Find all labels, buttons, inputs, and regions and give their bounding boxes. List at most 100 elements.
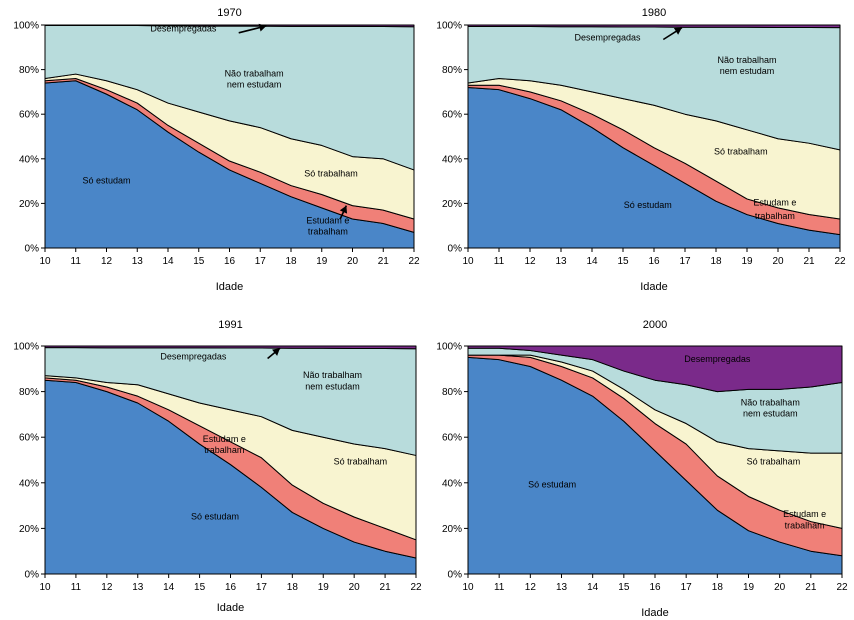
x-tick-label: 11 bbox=[494, 256, 505, 267]
annotation-label: nem estudam bbox=[720, 66, 775, 76]
annotation-label: Estudam e bbox=[203, 434, 246, 444]
annotation-arrowhead bbox=[673, 27, 682, 35]
y-tick-label: 100% bbox=[13, 21, 39, 32]
annotation-label: Não trabalham bbox=[717, 55, 776, 65]
x-tick-label: 10 bbox=[462, 582, 474, 593]
x-tick-label: 22 bbox=[834, 256, 846, 267]
x-tick-label: 13 bbox=[132, 582, 144, 593]
y-tick-label: 40% bbox=[442, 478, 462, 489]
x-axis-label: Idade bbox=[641, 607, 669, 619]
x-axis-label: Idade bbox=[217, 602, 245, 614]
x-tick-label: 14 bbox=[163, 582, 175, 593]
y-tick-label: 20% bbox=[19, 199, 39, 210]
y-tick-label: 80% bbox=[19, 387, 39, 398]
y-tick-label: 0% bbox=[448, 570, 463, 581]
annotation-label: Estudam e bbox=[306, 215, 349, 225]
annotation-label: nem estudam bbox=[227, 79, 282, 89]
x-tick-label: 19 bbox=[316, 256, 328, 267]
y-tick-label: 100% bbox=[436, 21, 462, 32]
annotation-label: Só estudam bbox=[528, 479, 576, 489]
chart-title: 1991 bbox=[218, 319, 242, 331]
y-tick-label: 40% bbox=[442, 154, 462, 165]
x-axis-label: Idade bbox=[640, 281, 668, 293]
x-tick-label: 16 bbox=[649, 582, 661, 593]
x-tick-label: 17 bbox=[256, 582, 268, 593]
x-tick-label: 22 bbox=[408, 256, 420, 267]
y-tick-label: 80% bbox=[19, 65, 39, 76]
annotation-label: Só trabalham bbox=[714, 146, 768, 156]
x-tick-label: 14 bbox=[586, 256, 598, 267]
chart-title: 1980 bbox=[642, 7, 666, 19]
x-tick-label: 13 bbox=[555, 256, 567, 267]
y-tick-label: 60% bbox=[442, 433, 462, 444]
x-tick-label: 15 bbox=[193, 256, 205, 267]
x-tick-label: 16 bbox=[224, 256, 236, 267]
y-tick-label: 60% bbox=[19, 433, 39, 444]
area-desempregadas bbox=[44, 345, 417, 350]
annotation-arrowhead bbox=[339, 205, 348, 214]
annotation-label: Só trabalham bbox=[747, 457, 801, 467]
annotation-arrowhead bbox=[272, 348, 280, 356]
x-tick-label: 14 bbox=[587, 582, 599, 593]
annotation-label: Desempregadas bbox=[160, 352, 227, 362]
annotation-label: Não trabalham bbox=[741, 397, 800, 407]
x-tick-label: 17 bbox=[681, 582, 693, 593]
x-tick-label: 19 bbox=[318, 582, 330, 593]
annotation-label: Só trabalham bbox=[334, 457, 388, 467]
annotation-label: Não trabalham bbox=[303, 370, 362, 380]
y-tick-label: 80% bbox=[442, 65, 462, 76]
y-tick-label: 40% bbox=[19, 478, 39, 489]
x-tick-label: 12 bbox=[101, 582, 113, 593]
annotation-label: trabalham bbox=[785, 520, 825, 530]
y-tick-label: 0% bbox=[25, 570, 40, 581]
annotation-label: trabalham bbox=[204, 445, 244, 455]
annotation-label: Só estudam bbox=[191, 511, 239, 521]
x-tick-label: 11 bbox=[71, 582, 82, 593]
x-tick-label: 15 bbox=[618, 582, 630, 593]
area-desempregadas bbox=[467, 24, 841, 29]
annotation-arrowhead bbox=[258, 23, 267, 32]
y-tick-label: 20% bbox=[442, 199, 462, 210]
y-tick-label: 100% bbox=[13, 342, 39, 353]
x-tick-label: 14 bbox=[162, 256, 174, 267]
y-tick-label: 100% bbox=[436, 342, 462, 353]
y-tick-label: 20% bbox=[442, 524, 462, 535]
x-tick-label: 22 bbox=[836, 582, 848, 593]
x-tick-label: 10 bbox=[462, 256, 474, 267]
x-tick-label: 19 bbox=[741, 256, 753, 267]
chart-title: 2000 bbox=[643, 319, 667, 331]
x-tick-label: 18 bbox=[712, 582, 724, 593]
x-tick-label: 20 bbox=[347, 256, 359, 267]
chart-title: 1970 bbox=[217, 7, 241, 19]
x-tick-label: 18 bbox=[287, 582, 299, 593]
x-tick-label: 16 bbox=[648, 256, 660, 267]
y-tick-label: 60% bbox=[19, 110, 39, 121]
x-tick-label: 13 bbox=[556, 582, 568, 593]
y-tick-label: 40% bbox=[19, 154, 39, 165]
annotation-label: Só estudam bbox=[624, 200, 672, 210]
x-tick-label: 21 bbox=[378, 256, 390, 267]
x-tick-label: 19 bbox=[743, 582, 755, 593]
x-tick-label: 18 bbox=[710, 256, 722, 267]
x-tick-label: 17 bbox=[255, 256, 267, 267]
x-tick-label: 20 bbox=[349, 582, 361, 593]
y-tick-label: 0% bbox=[25, 244, 40, 255]
annotation-label: Estudam e bbox=[753, 198, 796, 208]
x-tick-label: 18 bbox=[285, 256, 297, 267]
x-axis-label: Idade bbox=[216, 281, 244, 293]
annotation-label: Desempregadas bbox=[150, 24, 217, 34]
x-tick-label: 12 bbox=[101, 256, 113, 267]
annotation-label: Só trabalham bbox=[304, 169, 358, 179]
x-tick-label: 10 bbox=[39, 582, 51, 593]
annotation-label: Desempregadas bbox=[574, 33, 641, 43]
x-tick-label: 16 bbox=[225, 582, 237, 593]
x-tick-label: 12 bbox=[524, 256, 536, 267]
y-tick-label: 80% bbox=[442, 387, 462, 398]
y-tick-label: 20% bbox=[19, 524, 39, 535]
annotation-label: nem estudam bbox=[743, 409, 798, 419]
x-tick-label: 11 bbox=[71, 256, 82, 267]
